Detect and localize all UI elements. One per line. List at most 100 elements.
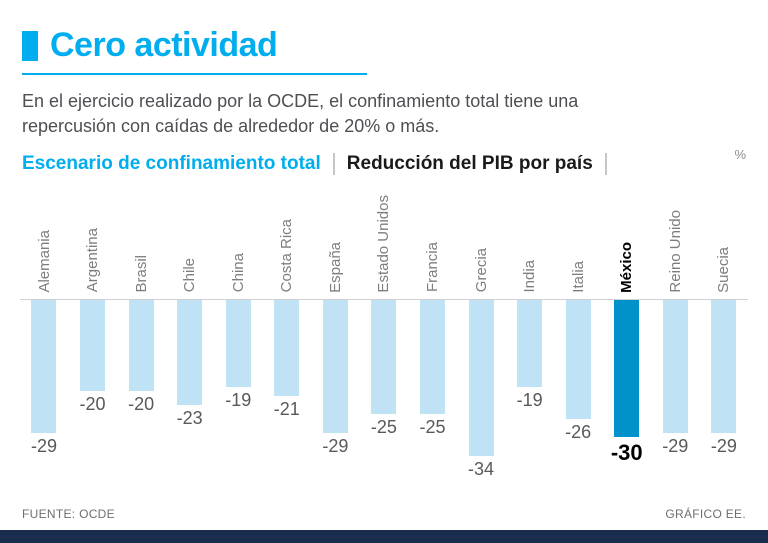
country-label-zone: Brasil [132,181,150,299]
country-label-zone: Suecia [715,181,733,299]
country-label: China [229,253,247,293]
country-label: Suecia [715,246,733,293]
value-label: -29 [322,435,349,456]
bar-column: Italia -26 [554,181,602,479]
bar-zone: -21 [274,299,300,420]
country-label-zone: Chile [181,181,199,299]
country-label-zone: Alemania [35,181,53,299]
value-label: -25 [419,417,446,438]
bar-zone: -29 [711,299,737,456]
bar-zone: -20 [128,299,154,415]
chart-baseline [20,299,748,301]
bar-zone: -29 [322,299,348,456]
bottom-bar [0,530,768,543]
country-label: Chile [181,258,199,293]
scenario-label: Escenario de confinamiento total [22,153,321,175]
page-title: Cero actividad [50,26,278,64]
country-label: India [521,259,539,293]
bar-column: Suecia -29 [700,181,748,479]
bar-zone: -25 [371,299,397,438]
bar [517,299,543,387]
value-label: -21 [273,398,300,419]
bar-column: Chile -23 [166,181,214,479]
value-label: -20 [128,394,155,415]
intro-line-1: En el ejercicio realizado por la OCDE, e… [22,91,579,111]
bar-zone: -26 [565,299,591,443]
subtitle-divider [332,153,335,176]
bar [614,299,640,438]
country-label-zone: Grecia [472,181,490,299]
measure-label: Reducción del PIB por país [346,153,593,175]
country-label: Grecia [472,248,490,293]
country-label: Estado Unidos [375,194,393,293]
bar [322,299,348,433]
source-label: FUENTE: OCDE [22,507,115,521]
bar-zone: -29 [31,299,57,456]
country-label: Francia [424,242,441,293]
footer-row: FUENTE: OCDE GRÁFICO EE. [22,507,746,521]
bar-column: Costa Rica -21 [263,181,311,479]
bar-column: México -30 [603,181,651,479]
value-label: -19 [516,389,543,410]
country-label: Costa Rica [278,219,296,293]
title-underline [22,73,367,75]
country-label-zone: España [327,181,344,299]
country-label-zone: India [521,181,539,299]
country-label: Italia [569,260,587,293]
bar-column: Alemania -29 [20,181,68,479]
bar-zone: -25 [419,299,446,438]
bar [80,299,106,392]
bar-column: Reino Unido -29 [651,181,699,479]
country-label: México [618,241,636,293]
value-label: -20 [79,394,106,415]
bar [711,299,737,433]
bar [31,299,57,433]
bar-zone: -29 [662,299,688,456]
country-label: Reino Unido [666,209,684,293]
country-label: Argentina [84,228,102,293]
bar-zone: -30 [611,299,643,466]
bar-column: Grecia -34 [457,181,505,479]
value-label: -29 [30,435,57,456]
credit-label: GRÁFICO EE. [665,507,746,521]
value-label: -29 [710,435,737,456]
intro-text: En el ejercicio realizado por la OCDE, e… [0,75,768,139]
bar [225,299,251,387]
value-label: -30 [610,440,643,466]
bar-zone: -19 [517,299,543,410]
country-label-zone: Argentina [84,181,102,299]
bar-chart: Alemania -29 Argentina -20 Brasil -20 Chile -23… [20,181,748,479]
bar [419,299,445,415]
chart-subtitle-row: Escenario de confinamiento total Reducci… [0,139,768,176]
title-row: Cero actividad [0,0,768,65]
value-label: -19 [225,389,252,410]
bar [565,299,591,419]
value-label: -29 [662,435,689,456]
country-label-zone: México [618,181,636,299]
country-label: Alemania [35,229,53,293]
bar-zone: -34 [468,299,494,479]
country-label-zone: Estado Unidos [375,181,393,299]
bar [662,299,688,433]
bar-column: Francia -25 [409,181,457,479]
intro-line-2: repercusión con caídas de alrededor de 2… [22,116,440,137]
value-label: -23 [176,408,203,429]
value-label: -34 [468,458,495,479]
value-label: -25 [370,417,397,438]
subtitle-divider [604,153,607,176]
country-label-zone: China [229,181,247,299]
bar-column: Estado Unidos -25 [360,181,408,479]
bar [468,299,494,456]
country-label: Brasil [132,254,150,293]
bar [274,299,300,396]
country-label-zone: Francia [424,181,441,299]
bar-column: India -19 [506,181,554,479]
country-label-zone: Costa Rica [278,181,296,299]
bar-column: Argentina -20 [69,181,117,479]
title-accent-square [22,30,38,61]
bar [128,299,154,392]
bar-column: España -29 [311,181,359,479]
bar [177,299,203,406]
bar-zone: -23 [177,299,203,429]
